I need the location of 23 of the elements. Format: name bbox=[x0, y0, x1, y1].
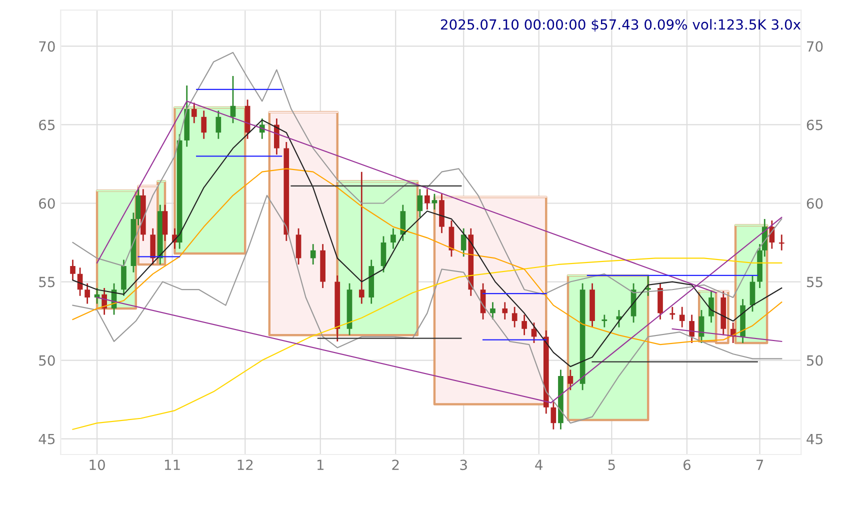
y2-tick-label: 55 bbox=[806, 276, 822, 288]
y-tick-label: 55 bbox=[39, 276, 55, 288]
y-tick-label: 50 bbox=[39, 355, 55, 366]
text: 2025.07.10 00:00:00 $57.43 0.09% vol:123.5K 3.0x bbox=[440, 18, 801, 32]
x-tick-label: 4 bbox=[535, 460, 543, 470]
y-tick-label: 70 bbox=[39, 41, 55, 52]
y-tick-label: 45 bbox=[38, 434, 55, 444]
x-tick-label: 7 bbox=[756, 460, 764, 470]
y2-tick-label: 70 bbox=[807, 41, 823, 52]
x-tick-label: 1 bbox=[317, 460, 324, 470]
y2-tick-label: 50 bbox=[806, 355, 823, 366]
x-tick-label: 6 bbox=[684, 460, 690, 470]
y-tick-label: 65 bbox=[39, 120, 55, 130]
x-tick-label: 3 bbox=[460, 460, 467, 470]
x-tick-label: 10 bbox=[90, 460, 105, 470]
x-tick-label: 12 bbox=[238, 460, 253, 470]
y-tick-label: 60 bbox=[39, 198, 55, 209]
x-tick-label: 11 bbox=[164, 460, 180, 470]
x-tick-label: 2 bbox=[392, 460, 399, 470]
x-tick-label: 5 bbox=[608, 460, 615, 470]
y2-tick-label: 45 bbox=[806, 434, 822, 444]
y2-tick-label: 60 bbox=[806, 198, 823, 209]
y2-tick-label: 65 bbox=[806, 120, 822, 130]
